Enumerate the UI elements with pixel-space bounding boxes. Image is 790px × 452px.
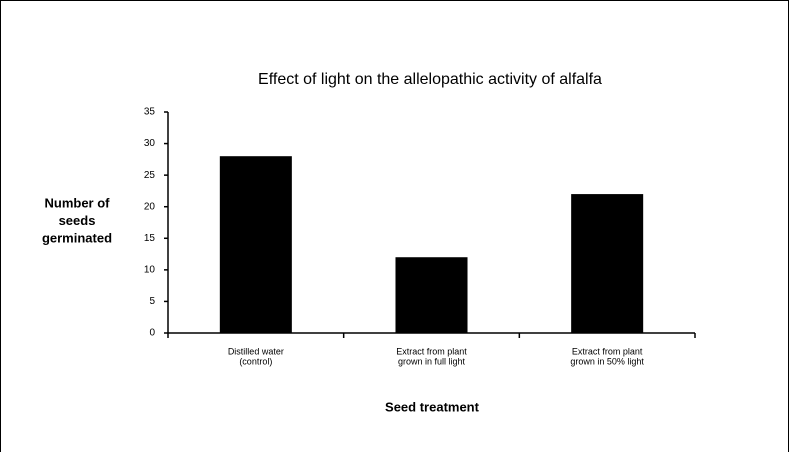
x-tick-label: grown in full light bbox=[398, 356, 466, 366]
x-tick-label: Extract from plant bbox=[396, 346, 467, 356]
bar bbox=[219, 156, 292, 333]
y-tick-label: 25 bbox=[144, 170, 156, 181]
y-tick-label: 35 bbox=[144, 107, 156, 118]
y-axis-label: seeds bbox=[59, 213, 96, 228]
bar bbox=[571, 194, 644, 333]
bar bbox=[395, 257, 468, 333]
x-tick-label: (control) bbox=[239, 356, 272, 366]
x-tick-label: Extract from plant bbox=[572, 346, 643, 356]
y-tick-label: 0 bbox=[149, 328, 155, 339]
y-tick-label: 15 bbox=[144, 233, 156, 244]
x-tick-label: grown in 50% light bbox=[570, 356, 644, 366]
y-axis-label: germinated bbox=[42, 230, 112, 245]
x-axis-label: Seed treatment bbox=[385, 399, 480, 414]
x-tick-label: Distilled water bbox=[228, 346, 284, 356]
y-tick-label: 20 bbox=[144, 201, 156, 212]
chart-title: Effect of light on the allelopathic acti… bbox=[258, 71, 602, 88]
y-tick-label: 30 bbox=[144, 138, 156, 149]
y-axis-label: Number of bbox=[45, 195, 111, 210]
y-tick-label: 10 bbox=[144, 264, 156, 275]
y-tick-label: 5 bbox=[149, 296, 155, 307]
